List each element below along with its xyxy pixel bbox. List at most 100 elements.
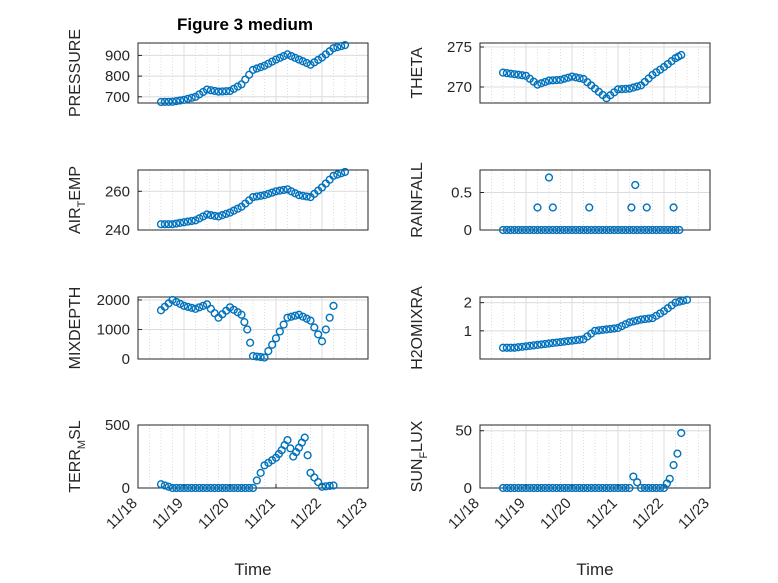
- data-point: [246, 338, 255, 347]
- data-point: [286, 444, 295, 453]
- data-point: [606, 324, 615, 334]
- data-point: [518, 71, 527, 80]
- data-point: [210, 483, 219, 493]
- data-point: [610, 225, 619, 235]
- data-point: [525, 225, 534, 235]
- data-point: [602, 483, 611, 493]
- data-point: [610, 324, 619, 333]
- data-point: [636, 483, 646, 493]
- data-point: [225, 483, 235, 493]
- data-point: [233, 204, 242, 213]
- data-point: [218, 87, 227, 96]
- data-point: [533, 80, 542, 89]
- data-point: [325, 313, 334, 322]
- subplot-rainfall: 0 0.5 RAINFALL: [409, 162, 711, 239]
- data-point: [210, 86, 219, 96]
- data-point: [233, 483, 242, 493]
- data-point: [237, 483, 246, 493]
- data-point: [229, 483, 238, 493]
- data-point: [583, 483, 592, 493]
- data-point: [677, 428, 686, 438]
- data-point: [199, 483, 208, 493]
- data-point: [521, 342, 531, 351]
- data-point: [294, 55, 304, 64]
- y-tick-label: 260: [105, 183, 130, 200]
- data-point: [656, 225, 665, 235]
- y-tick-label: 0.5: [451, 185, 472, 202]
- data-point: [629, 83, 638, 92]
- data-point: [544, 483, 554, 493]
- data-point: [548, 338, 557, 348]
- data-point: [621, 225, 630, 235]
- data-point: [671, 225, 680, 235]
- data-point: [518, 225, 527, 235]
- data-point: [602, 325, 611, 334]
- y-axis-label: MIXDEPTH: [67, 287, 84, 370]
- data-point: [633, 316, 642, 325]
- data-point: [291, 189, 300, 198]
- data-point: [590, 326, 600, 335]
- data-point: [333, 170, 342, 179]
- y-axis-label: PRESSURE: [67, 29, 84, 117]
- data-point: [552, 75, 561, 85]
- data-point: [195, 214, 204, 223]
- data-point: [498, 68, 508, 77]
- data-point: [164, 482, 173, 491]
- data-point: [275, 186, 284, 195]
- data-point: [575, 74, 584, 83]
- data-point: [187, 483, 196, 493]
- data-point: [329, 481, 338, 490]
- data-point: [633, 478, 642, 487]
- data-point: [571, 225, 580, 235]
- data-point: [598, 325, 607, 334]
- axes-box: [137, 169, 369, 231]
- data-point: [514, 225, 523, 235]
- data-point: [537, 225, 546, 235]
- axes-box: [479, 42, 711, 104]
- data-point: [271, 55, 281, 64]
- data-point: [529, 341, 538, 350]
- data-point: [329, 301, 338, 310]
- data-point: [202, 210, 212, 219]
- data-point: [176, 96, 185, 105]
- y-tick-label: 500: [105, 417, 130, 434]
- figure-title: Figure 3 medium: [177, 15, 313, 34]
- data-point: [298, 191, 307, 200]
- data-point: [317, 482, 327, 491]
- data-point: [640, 314, 649, 324]
- data-point: [214, 483, 223, 493]
- y-tick-label: 0: [122, 351, 130, 368]
- data-point: [260, 191, 269, 200]
- data-point: [571, 483, 580, 493]
- data-point: [156, 97, 166, 107]
- data-point: [264, 347, 273, 356]
- data-point: [533, 203, 542, 212]
- data-point: [256, 63, 265, 72]
- data-point: [579, 483, 588, 493]
- data-point: [617, 225, 626, 235]
- data-point: [287, 312, 296, 321]
- data-point: [633, 225, 642, 235]
- data-point: [291, 53, 300, 62]
- data-point: [548, 483, 557, 493]
- data-point: [529, 483, 538, 493]
- data-point: [533, 483, 542, 493]
- data-point: [537, 79, 546, 88]
- data-point: [498, 343, 508, 352]
- data-point: [598, 225, 607, 235]
- data-point: [506, 483, 515, 493]
- data-point: [303, 451, 312, 460]
- data-point: [552, 225, 561, 235]
- data-point: [202, 483, 212, 493]
- data-point: [329, 171, 338, 180]
- data-point: [283, 436, 292, 445]
- subplot-h2omixra: 1 2 H2OMIXRA: [409, 286, 711, 370]
- data-point: [518, 483, 527, 493]
- data-point: [617, 85, 626, 94]
- data-point: [556, 225, 565, 235]
- data-point: [310, 323, 319, 332]
- y-tick-label: 1000: [97, 321, 130, 338]
- y-tick-label: 700: [105, 89, 130, 106]
- data-point: [329, 44, 338, 53]
